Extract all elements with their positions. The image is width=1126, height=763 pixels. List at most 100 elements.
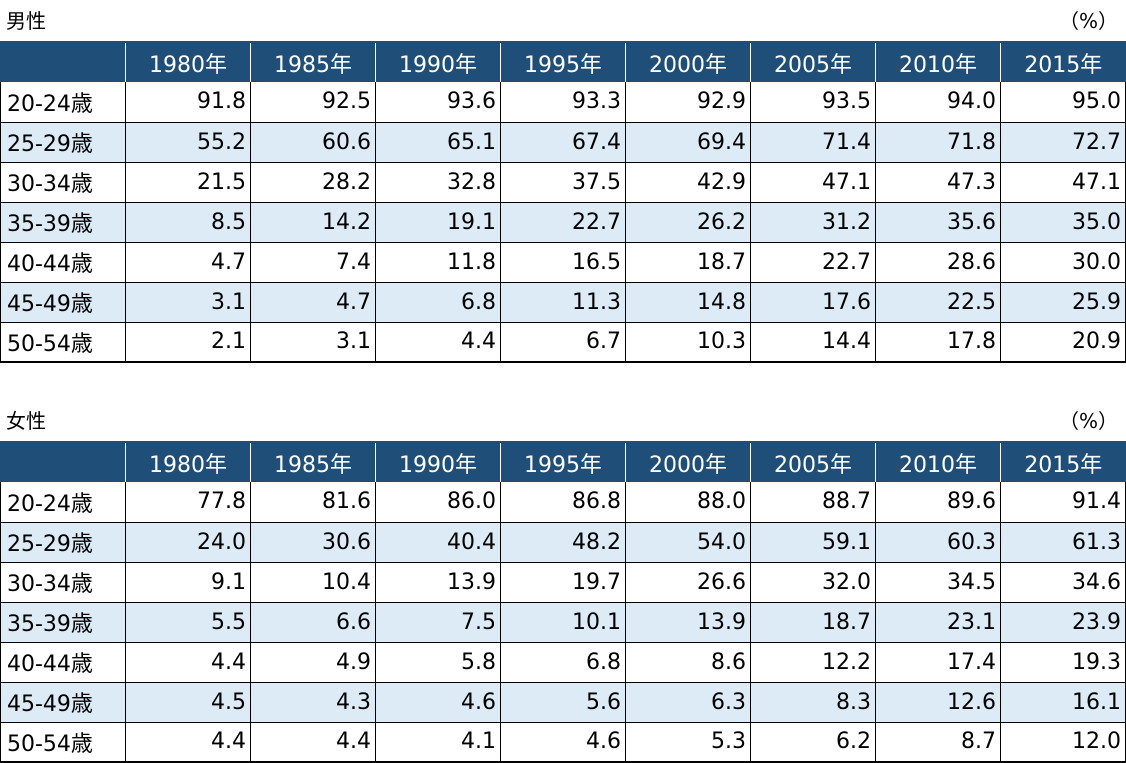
value-cell: 31.2 <box>750 202 876 243</box>
value-cell: 6.6 <box>250 602 376 643</box>
value-cell: 13.9 <box>625 602 751 643</box>
value-cell: 30.6 <box>250 522 376 563</box>
table-row: 20-24歳 77.8 81.6 86.0 86.8 88.0 88.7 89.6 91.4 <box>0 482 1126 523</box>
male-section: 男性 （%） 1980年 1985年 1990年 1995年 2000年 2005年 201… <box>0 0 1126 363</box>
value-cell: 71.8 <box>875 122 1001 163</box>
row-label: 35-39歳 <box>0 602 126 643</box>
value-cell: 7.5 <box>375 602 501 643</box>
female-column-header: 1985年 <box>250 441 376 482</box>
value-cell: 48.2 <box>500 522 626 563</box>
value-cell: 59.1 <box>750 522 876 563</box>
male-corner-cell <box>0 41 126 82</box>
male-column-header: 1985年 <box>250 41 376 82</box>
value-cell: 18.7 <box>750 602 876 643</box>
value-cell: 55.2 <box>125 122 251 163</box>
value-cell: 18.7 <box>625 242 751 283</box>
value-cell: 91.4 <box>1000 482 1126 523</box>
value-cell: 4.4 <box>250 722 376 763</box>
table-row: 25-29歳 24.0 30.6 40.4 48.2 54.0 59.1 60.3 61.3 <box>0 522 1126 563</box>
value-cell: 92.9 <box>625 82 751 123</box>
value-cell: 14.2 <box>250 202 376 243</box>
female-table-body: 20-24歳 77.8 81.6 86.0 86.8 88.0 88.7 89.6 91.4 25… <box>0 482 1126 763</box>
male-column-header: 2015年 <box>1000 41 1126 82</box>
value-cell: 6.3 <box>625 682 751 723</box>
value-cell: 72.7 <box>1000 122 1126 163</box>
table-row: 50-54歳 2.1 3.1 4.4 6.7 10.3 14.4 17.8 20.9 <box>0 322 1126 363</box>
value-cell: 10.4 <box>250 562 376 603</box>
value-cell: 20.9 <box>1000 322 1126 363</box>
value-cell: 9.1 <box>125 562 251 603</box>
value-cell: 42.9 <box>625 162 751 203</box>
value-cell: 35.6 <box>875 202 1001 243</box>
value-cell: 93.5 <box>750 82 876 123</box>
row-label: 30-34歳 <box>0 562 126 603</box>
row-label: 50-54歳 <box>0 722 126 763</box>
female-column-header: 1990年 <box>375 441 501 482</box>
value-cell: 8.6 <box>625 642 751 683</box>
value-cell: 11.8 <box>375 242 501 283</box>
female-table: 1980年 1985年 1990年 1995年 2000年 2005年 2010年 2015年… <box>0 441 1126 763</box>
value-cell: 65.1 <box>375 122 501 163</box>
value-cell: 6.8 <box>500 642 626 683</box>
value-cell: 4.9 <box>250 642 376 683</box>
female-column-header: 2005年 <box>750 441 876 482</box>
value-cell: 40.4 <box>375 522 501 563</box>
female-column-header: 2015年 <box>1000 441 1126 482</box>
row-label: 45-49歳 <box>0 682 126 723</box>
male-unit-label: （%） <box>1058 9 1118 33</box>
male-column-header: 2000年 <box>625 41 751 82</box>
value-cell: 26.6 <box>625 562 751 603</box>
female-column-header: 1995年 <box>500 441 626 482</box>
value-cell: 24.0 <box>125 522 251 563</box>
value-cell: 4.7 <box>125 242 251 283</box>
value-cell: 37.5 <box>500 162 626 203</box>
table-row: 40-44歳 4.4 4.9 5.8 6.8 8.6 12.2 17.4 19.3 <box>0 642 1126 683</box>
value-cell: 19.3 <box>1000 642 1126 683</box>
female-table-title: 女性 <box>6 409 46 433</box>
male-column-header: 1980年 <box>125 41 251 82</box>
value-cell: 22.7 <box>750 242 876 283</box>
value-cell: 6.7 <box>500 322 626 363</box>
female-section: 女性 （%） 1980年 1985年 1990年 1995年 2000年 2005年 201… <box>0 400 1126 763</box>
value-cell: 23.1 <box>875 602 1001 643</box>
value-cell: 6.2 <box>750 722 876 763</box>
value-cell: 16.5 <box>500 242 626 283</box>
row-label: 25-29歳 <box>0 122 126 163</box>
female-caption-row: 女性 （%） <box>0 400 1126 441</box>
value-cell: 16.1 <box>1000 682 1126 723</box>
female-column-header: 2010年 <box>875 441 1001 482</box>
table-row: 20-24歳 91.8 92.5 93.6 93.3 92.9 93.5 94.0 95.0 <box>0 82 1126 123</box>
table-row: 40-44歳 4.7 7.4 11.8 16.5 18.7 22.7 28.6 30.0 <box>0 242 1126 283</box>
value-cell: 95.0 <box>1000 82 1126 123</box>
value-cell: 93.3 <box>500 82 626 123</box>
value-cell: 4.6 <box>500 722 626 763</box>
value-cell: 32.0 <box>750 562 876 603</box>
value-cell: 28.6 <box>875 242 1001 283</box>
female-header-row: 1980年 1985年 1990年 1995年 2000年 2005年 2010年 2015年 <box>0 441 1126 482</box>
row-label: 40-44歳 <box>0 242 126 283</box>
value-cell: 17.4 <box>875 642 1001 683</box>
value-cell: 3.1 <box>125 282 251 323</box>
row-label: 20-24歳 <box>0 82 126 123</box>
value-cell: 91.8 <box>125 82 251 123</box>
value-cell: 8.5 <box>125 202 251 243</box>
value-cell: 89.6 <box>875 482 1001 523</box>
value-cell: 8.3 <box>750 682 876 723</box>
value-cell: 5.6 <box>500 682 626 723</box>
value-cell: 4.1 <box>375 722 501 763</box>
value-cell: 5.3 <box>625 722 751 763</box>
value-cell: 17.8 <box>875 322 1001 363</box>
male-caption-row: 男性 （%） <box>0 0 1126 41</box>
value-cell: 23.9 <box>1000 602 1126 643</box>
value-cell: 22.5 <box>875 282 1001 323</box>
value-cell: 34.6 <box>1000 562 1126 603</box>
value-cell: 5.8 <box>375 642 501 683</box>
value-cell: 17.6 <box>750 282 876 323</box>
male-table-title: 男性 <box>6 9 46 33</box>
row-label: 35-39歳 <box>0 202 126 243</box>
value-cell: 92.5 <box>250 82 376 123</box>
value-cell: 88.7 <box>750 482 876 523</box>
female-column-header: 2000年 <box>625 441 751 482</box>
row-label: 30-34歳 <box>0 162 126 203</box>
value-cell: 93.6 <box>375 82 501 123</box>
